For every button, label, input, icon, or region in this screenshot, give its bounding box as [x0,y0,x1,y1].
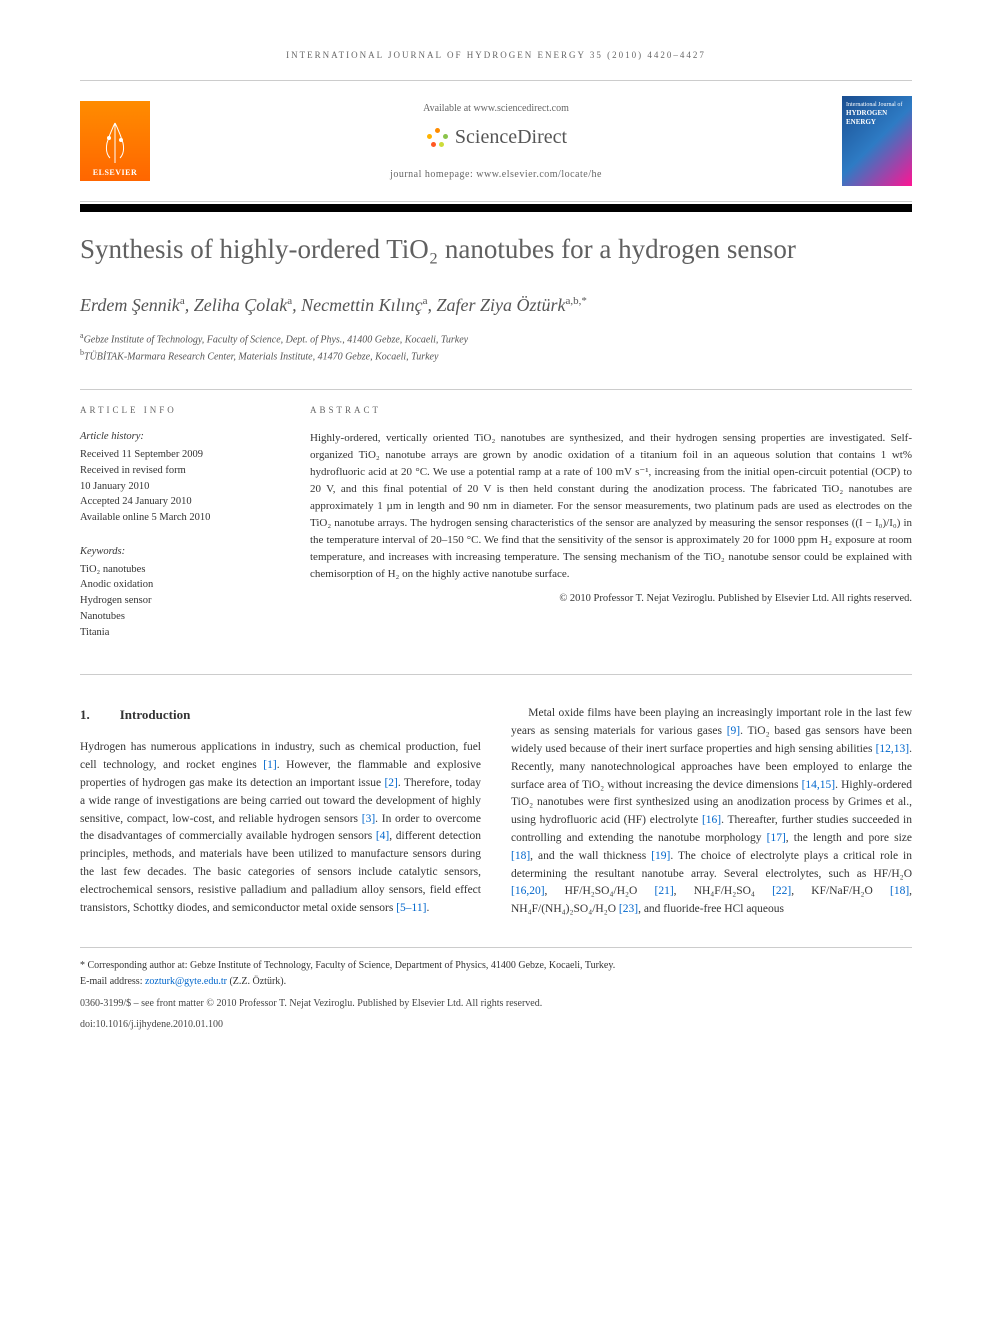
email-link[interactable]: zozturk@gyte.edu.tr [145,976,227,987]
doi-line: doi:10.1016/j.ijhydene.2010.01.100 [80,1017,912,1032]
body-text: 1. Introduction Hydrogen has numerous ap… [80,705,912,919]
body-paragraph: Metal oxide films have been playing an i… [511,705,912,919]
affiliations: aGebze Institute of Technology, Faculty … [80,330,912,365]
keyword: Anodic oxidation [80,577,280,593]
article-info-column: ARTICLE INFO Article history: Received 1… [80,404,280,659]
issn-line: 0360-3199/$ – see front matter © 2010 Pr… [80,996,912,1011]
left-column: 1. Introduction Hydrogen has numerous ap… [80,705,481,919]
running-header: INTERNATIONAL JOURNAL OF HYDROGEN ENERGY… [80,50,912,60]
cover-journal-name: International Journal of [846,102,908,109]
history-line: Accepted 24 January 2010 [80,494,280,510]
journal-homepage: journal homepage: www.elsevier.com/locat… [150,169,842,180]
abstract-copyright: © 2010 Professor T. Nejat Veziroglu. Pub… [310,591,912,607]
section-title: Introduction [120,705,191,725]
keywords-label: Keywords: [80,544,280,560]
history-line: 10 January 2010 [80,479,280,495]
elsevier-logo: ELSEVIER [80,101,150,181]
abstract-text: Highly-ordered, vertically oriented TiO₂… [310,430,912,583]
keyword: Nanotubes [80,609,280,625]
elsevier-logo-text: ELSEVIER [93,168,137,177]
keyword: Titania [80,625,280,641]
history-label: Article history: [80,429,280,445]
article-title: Synthesis of highly-ordered TiO₂ nanotub… [80,232,912,267]
history-line: Available online 5 March 2010 [80,510,280,526]
abstract-column: ABSTRACT Highly-ordered, vertically orie… [310,404,912,659]
available-at: Available at www.sciencedirect.com [150,103,842,114]
journal-cover-thumbnail: International Journal of HYDROGEN ENERGY [842,96,912,186]
cover-journal-title: HYDROGEN ENERGY [846,109,908,126]
keyword: Hydrogen sensor [80,593,280,609]
keyword: TiO₂ nanotubes [80,562,280,578]
footer: * Corresponding author at: Gebze Institu… [80,947,912,1032]
separator-bar [80,204,912,212]
affiliation-a: aGebze Institute of Technology, Faculty … [80,330,912,347]
publisher-header: ELSEVIER Available at www.sciencedirect.… [80,80,912,202]
body-paragraph: Hydrogen has numerous applications in in… [80,739,481,917]
section-number: 1. [80,705,90,725]
elsevier-tree-icon [95,118,135,168]
section-heading: 1. Introduction [80,705,481,725]
sciencedirect-dots-icon [425,126,449,150]
sciencedirect-logo: ScienceDirect [425,126,567,150]
author-list: Erdem Şennika, Zeliha Çolaka, Necmettin … [80,295,912,316]
article-info-heading: ARTICLE INFO [80,404,280,418]
sciencedirect-text: ScienceDirect [455,126,567,149]
homepage-url[interactable]: www.elsevier.com/locate/he [476,169,602,180]
affiliation-b: bTÜBİTAK-Marmara Research Center, Materi… [80,347,912,364]
abstract-heading: ABSTRACT [310,404,912,418]
corresponding-author: * Corresponding author at: Gebze Institu… [80,958,912,990]
history-line: Received 11 September 2009 [80,447,280,463]
history-line: Received in revised form [80,463,280,479]
right-column: Metal oxide films have been playing an i… [511,705,912,919]
